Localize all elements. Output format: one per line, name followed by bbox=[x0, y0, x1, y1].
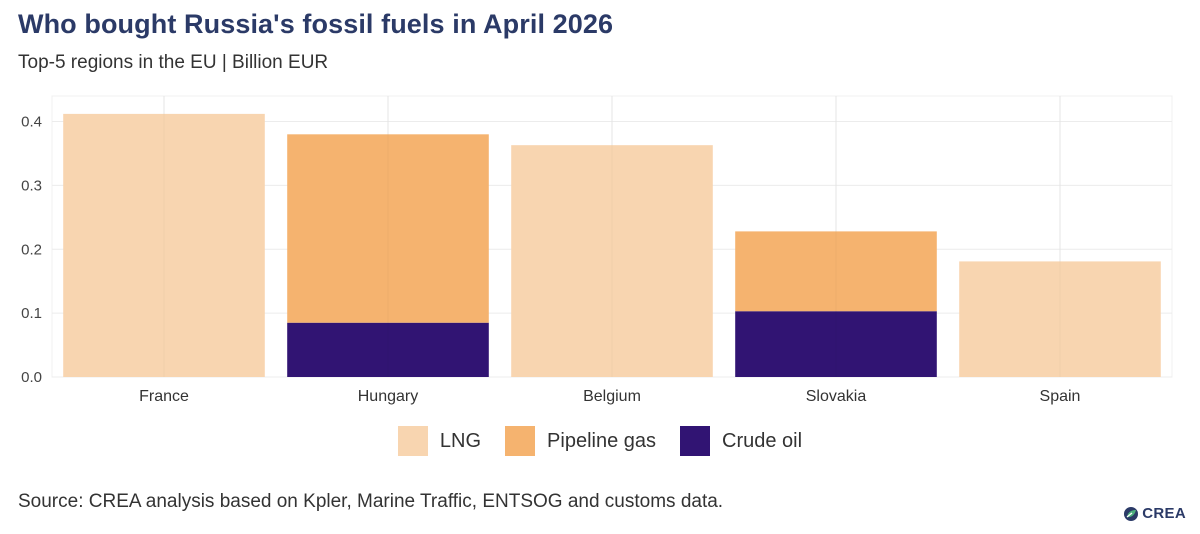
x-tick-label-spain: Spain bbox=[1040, 388, 1081, 405]
legend-swatch-pipeline-gas bbox=[505, 426, 536, 456]
bar-spain-lng bbox=[959, 261, 1161, 377]
legend-label-crude-oil: Crude oil bbox=[722, 429, 803, 452]
y-tick-label: 0.4 bbox=[21, 114, 42, 131]
source-note: Source: CREA analysis based on Kpler, Ma… bbox=[18, 491, 724, 512]
legend-swatch-crude-oil bbox=[680, 426, 711, 456]
x-tick-label-belgium: Belgium bbox=[583, 388, 641, 405]
bar-slovakia-crude-oil bbox=[735, 311, 937, 377]
crea-leaf-icon bbox=[1124, 506, 1139, 521]
y-tick-label: 0.1 bbox=[21, 305, 42, 322]
crea-logo-text: CREA bbox=[1142, 505, 1186, 522]
legend-item-pipeline-gas: Pipeline gas bbox=[505, 426, 656, 456]
chart-legend: LNG Pipeline gas Crude oil bbox=[0, 426, 1200, 456]
legend-label-pipeline-gas: Pipeline gas bbox=[547, 429, 657, 452]
x-tick-label-france: France bbox=[139, 388, 189, 405]
crea-logo: CREA bbox=[1123, 505, 1186, 522]
legend-item-lng: LNG bbox=[397, 426, 482, 456]
bar-france-lng bbox=[63, 113, 265, 377]
legend-item-crude-oil: Crude oil bbox=[680, 426, 802, 456]
bar-slovakia-pipeline-gas bbox=[735, 231, 937, 312]
bar-hungary-crude-oil bbox=[287, 322, 489, 377]
x-tick-label-hungary: Hungary bbox=[358, 388, 418, 405]
y-tick-label: 0.2 bbox=[21, 241, 42, 258]
y-tick-label: 0.0 bbox=[21, 369, 42, 386]
x-tick-label-slovakia: Slovakia bbox=[806, 388, 867, 405]
y-tick-label: 0.3 bbox=[21, 177, 42, 194]
chart-subtitle: Top-5 regions in the EU | Billion EUR bbox=[18, 52, 329, 73]
bar-hungary-pipeline-gas bbox=[287, 134, 489, 323]
chart-title: Who bought Russia's fossil fuels in Apri… bbox=[18, 9, 614, 39]
bar-belgium-lng bbox=[511, 145, 713, 377]
legend-swatch-lng bbox=[397, 426, 428, 456]
legend-label-lng: LNG bbox=[439, 429, 482, 452]
bar-chart: 0.0 0.1 0.2 0.3 0.4 France Hungary Belgium Slova… bbox=[21, 95, 1173, 405]
